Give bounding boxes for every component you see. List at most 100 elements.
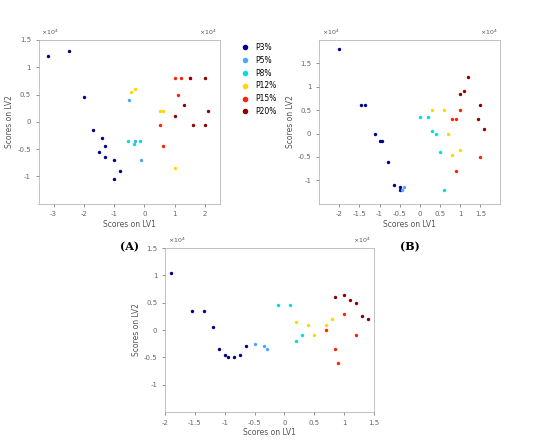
X-axis label: Scores on LV1: Scores on LV1 [243, 428, 296, 437]
Point [334, 359, 343, 366]
Point [364, 315, 372, 323]
Point [476, 102, 485, 109]
P3% [109, 175, 119, 183]
P3% [116, 167, 124, 175]
Point [432, 130, 441, 137]
P3% [95, 148, 103, 155]
P12% [126, 88, 135, 95]
P5% [137, 156, 146, 163]
P3% [64, 47, 73, 54]
P5% [125, 97, 134, 104]
P15% [155, 121, 164, 128]
P8% [123, 137, 132, 144]
P12% [170, 165, 179, 172]
Point [375, 137, 384, 144]
Point [361, 102, 370, 109]
Point [371, 130, 380, 137]
Point [452, 116, 460, 123]
P3% [109, 156, 119, 163]
Point [480, 125, 489, 132]
Legend: P3%, P5%, P8%, P12%, P15%, P20%: P3%, P5%, P8%, P12%, P15%, P20% [234, 40, 279, 119]
Point [397, 186, 406, 193]
Point [229, 354, 238, 361]
P3% [101, 154, 109, 161]
P20% [200, 121, 209, 128]
Text: $\times 10^4$: $\times 10^4$ [322, 28, 339, 37]
Point [456, 146, 465, 153]
Point [298, 332, 307, 339]
X-axis label: Scores on LV1: Scores on LV1 [103, 220, 156, 229]
Point [427, 128, 436, 135]
Point [456, 107, 465, 114]
Point [415, 113, 424, 120]
P15% [158, 143, 167, 150]
P3% [101, 143, 109, 150]
Point [424, 113, 432, 120]
Point [310, 332, 318, 339]
Text: $\times 10^4$: $\times 10^4$ [168, 236, 185, 245]
Point [452, 167, 460, 175]
P3% [89, 127, 97, 134]
Point [358, 313, 366, 320]
Point [436, 149, 444, 156]
Y-axis label: Scores on LV2: Scores on LV2 [6, 95, 14, 148]
Point [399, 184, 408, 191]
Point [322, 321, 331, 328]
Point [331, 294, 339, 301]
Point [448, 151, 456, 158]
Point [214, 346, 223, 353]
P20% [179, 102, 188, 109]
Point [235, 351, 244, 358]
Point [395, 186, 404, 193]
Point [346, 296, 355, 303]
Point [221, 351, 229, 358]
Point [389, 182, 398, 189]
P8% [129, 140, 138, 147]
Point [383, 158, 392, 165]
Point [456, 90, 465, 97]
Point [200, 307, 208, 315]
P12% [131, 85, 140, 93]
Text: $\times 10^4$: $\times 10^4$ [480, 28, 498, 37]
Point [357, 102, 366, 109]
Point [351, 332, 360, 339]
Point [322, 326, 331, 334]
Point [167, 269, 175, 276]
P5% [131, 137, 140, 144]
Y-axis label: Scores on LV2: Scores on LV2 [286, 95, 295, 148]
P20% [200, 74, 209, 82]
Point [476, 153, 485, 160]
Point [208, 324, 217, 331]
Point [241, 343, 250, 350]
Point [439, 186, 448, 193]
Point [444, 130, 453, 137]
Point [377, 137, 386, 144]
P20% [204, 107, 212, 114]
Point [331, 346, 339, 353]
Y-axis label: Scores on LV2: Scores on LV2 [132, 303, 141, 357]
Point [250, 340, 259, 347]
Point [439, 107, 448, 114]
P12% [158, 107, 167, 114]
Text: $\times 10^4$: $\times 10^4$ [200, 28, 217, 37]
Text: $\times 10^4$: $\times 10^4$ [354, 236, 371, 245]
P15% [173, 91, 182, 98]
Title: (A): (A) [120, 241, 139, 252]
Point [474, 116, 483, 123]
P8% [135, 137, 144, 144]
Point [427, 107, 436, 114]
P3% [98, 135, 107, 142]
Point [188, 307, 196, 315]
Point [328, 315, 337, 323]
Point [274, 302, 283, 309]
Point [304, 321, 313, 328]
Point [223, 354, 232, 361]
Point [335, 46, 344, 53]
Point [464, 74, 472, 81]
Point [460, 88, 469, 95]
Point [395, 184, 404, 191]
X-axis label: Scores on LV1: Scores on LV1 [383, 220, 436, 229]
P20% [170, 113, 179, 120]
Point [292, 318, 301, 325]
Point [448, 116, 456, 123]
